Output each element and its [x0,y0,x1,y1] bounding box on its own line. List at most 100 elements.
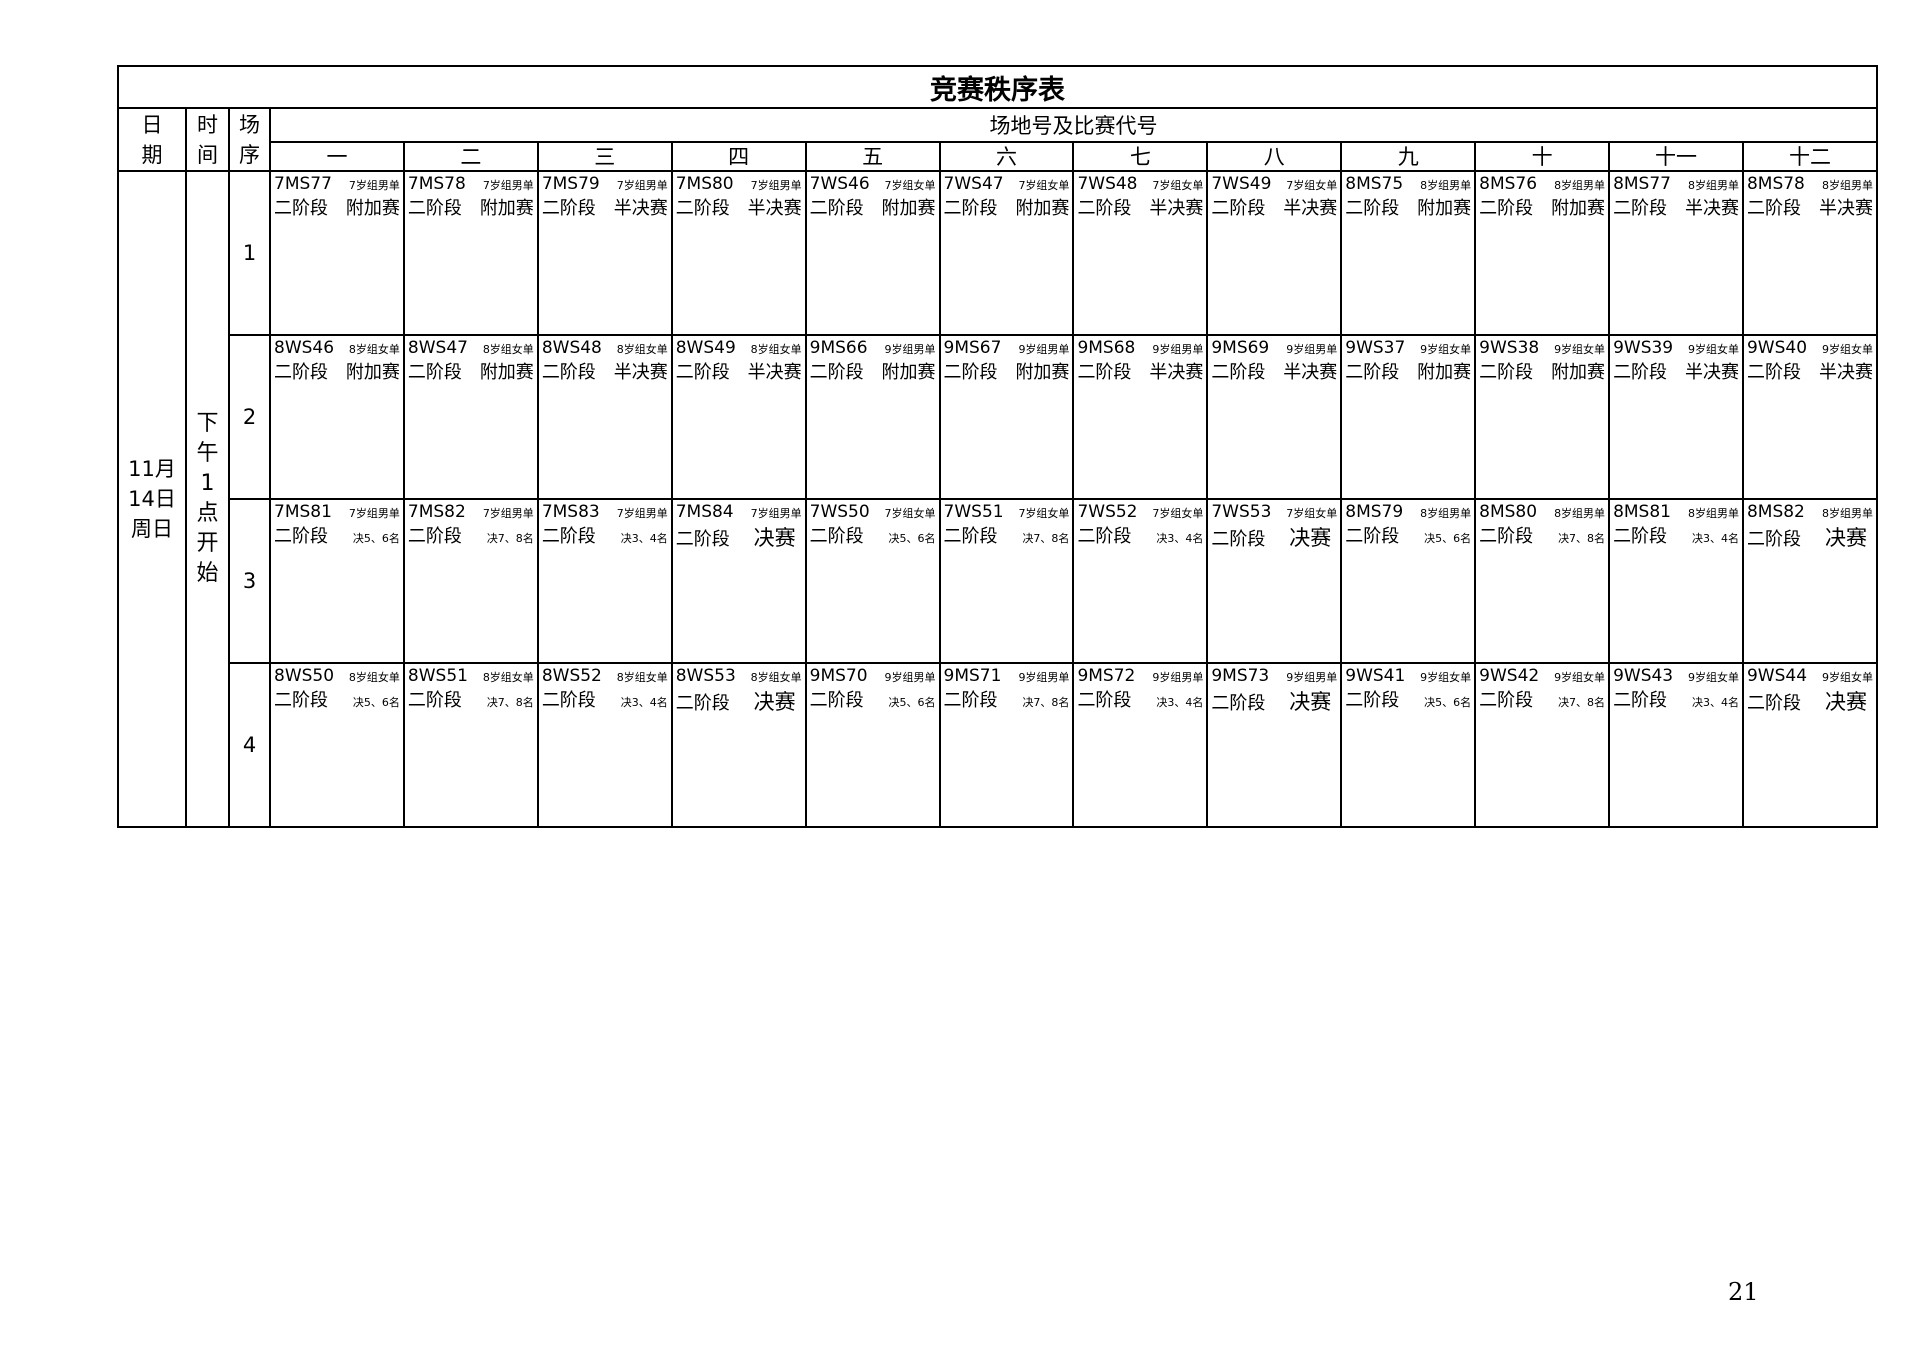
time-cell: 下午1点开始 [185,170,230,828]
match-phase: 二阶段 [1077,526,1132,547]
match-code: 7WS46 [809,174,870,194]
match-stage: 决7、8名 [1558,532,1606,545]
match-phase: 二阶段 [1077,362,1132,383]
match-group: 8岁组女单 [750,671,802,684]
match-stage: 决赛 [1825,526,1867,550]
match-code: 7WS52 [1077,502,1138,522]
match-cell: 8MS77 8岁组男单 二阶段 半决赛 [1608,170,1744,336]
match-code: 8MS82 [1746,502,1805,522]
match-phase: 二阶段 [274,198,328,219]
match-code: 8MS77 [1613,174,1671,194]
match-code: 7MS78 [407,174,466,194]
match-phase: 二阶段 [1211,198,1266,219]
match-phase: 二阶段 [675,693,730,714]
match-code: 9WS41 [1345,666,1406,686]
match-stage: 决7、8名 [1022,696,1070,709]
match-stage: 附加赛 [881,198,936,219]
match-stage: 决7、8名 [486,532,534,545]
match-phase: 二阶段 [1345,198,1400,219]
date-cell: 11月14日周日 [117,170,187,828]
match-group: 8岁组男单 [1420,179,1472,192]
match-cell: 9MS73 9岁组男单 二阶段 决赛 [1206,662,1343,828]
match-stage: 附加赛 [345,362,400,383]
match-group: 8岁组男单 [1822,507,1873,520]
match-phase: 二阶段 [1746,362,1801,383]
match-cell: 7WS50 7岁组女单 二阶段 决5、6名 [804,498,941,664]
page-number: 21 [1728,1278,1759,1306]
court-header: 三 [536,141,673,172]
match-phase: 二阶段 [1345,526,1400,547]
match-code: 7WS49 [1211,174,1272,194]
match-phase: 二阶段 [943,526,998,547]
match-stage: 决赛 [1825,690,1867,714]
match-phase: 二阶段 [1211,362,1266,383]
match-phase: 二阶段 [675,529,730,550]
match-phase: 二阶段 [541,690,596,711]
header-seq: 场序 [228,107,271,172]
match-code: 9WS44 [1746,666,1808,686]
match-code: 8WS51 [407,666,468,686]
match-group: 8岁组男单 [1822,179,1873,192]
match-stage: 附加赛 [881,362,936,383]
match-code: 8WS50 [274,666,335,686]
match-code: 8WS53 [675,666,736,686]
match-group: 7岁组男单 [750,507,802,520]
header-date: 日期 [117,107,187,172]
table-row: 4 8WS50 8岁组女单 二阶段 决5、6名 8WS51 8岁组女单 二阶段 决7、8名 8WS… [118,662,1879,828]
match-stage: 决5、6名 [888,696,936,709]
match-cell: 8WS49 8岁组女单 二阶段 半决赛 [670,334,807,500]
match-cell: 8MS75 8岁组男单 二阶段 附加赛 [1340,170,1477,336]
match-group: 9岁组女单 [1554,671,1606,684]
match-cell: 9MS69 9岁组男单 二阶段 半决赛 [1206,334,1343,500]
match-group: 7岁组女单 [884,507,936,520]
court-header: 十 [1474,141,1611,172]
match-phase: 二阶段 [943,690,998,711]
match-cell: 8WS46 8岁组女单 二阶段 附加赛 [269,334,405,500]
header-time: 时间 [185,107,230,172]
match-cell: 7MS84 7岁组男单 二阶段 决赛 [670,498,807,664]
match-phase: 二阶段 [1345,690,1400,711]
match-stage: 决5、6名 [888,532,936,545]
match-phase: 二阶段 [943,362,998,383]
match-phase: 二阶段 [1746,693,1801,714]
match-stage: 附加赛 [479,198,534,219]
match-group: 9岁组女单 [1822,343,1873,356]
match-cell: 7WS52 7岁组女单 二阶段 决3、4名 [1072,498,1209,664]
match-stage: 决5、6名 [1424,696,1472,709]
match-code: 8MS78 [1746,174,1805,194]
match-cell: 8WS51 8岁组女单 二阶段 决7、8名 [402,662,539,828]
match-stage: 决5、6名 [1424,532,1472,545]
match-cell: 7WS49 7岁组女单 二阶段 半决赛 [1206,170,1343,336]
match-cell: 8WS52 8岁组女单 二阶段 决3、4名 [536,662,673,828]
match-group: 9岁组女单 [1554,343,1606,356]
match-stage: 决3、4名 [1156,532,1204,545]
match-stage: 决赛 [1289,690,1332,714]
match-group: 8岁组女单 [348,343,400,356]
match-phase: 二阶段 [1746,529,1801,550]
match-code: 8MS80 [1479,502,1538,522]
match-group: 9岁组男单 [1018,343,1070,356]
match-cell: 7WS48 7岁组女单 二阶段 半决赛 [1072,170,1209,336]
match-phase: 二阶段 [1613,198,1668,219]
match-cell: 9MS71 9岁组男单 二阶段 决7、8名 [938,662,1075,828]
match-cell: 7WS47 7岁组女单 二阶段 附加赛 [938,170,1075,336]
table-title: 竞赛秩序表 [117,65,1878,109]
court-header: 九 [1340,141,1477,172]
court-header: 八 [1206,141,1343,172]
match-stage: 半决赛 [613,198,668,219]
match-group: 8岁组男单 [1420,507,1472,520]
match-stage: 半决赛 [1684,362,1739,383]
match-code: 7MS82 [407,502,466,522]
seq-cell: 2 [228,334,271,500]
match-stage: 附加赛 [479,362,534,383]
match-code: 9WS40 [1746,338,1808,358]
match-code: 8WS52 [541,666,602,686]
match-code: 9MS71 [943,666,1002,686]
match-group: 7岁组女单 [1018,507,1070,520]
match-group: 9岁组男单 [1286,343,1338,356]
match-stage: 半决赛 [1283,198,1338,219]
court-header: 二 [402,141,539,172]
match-stage: 半决赛 [747,362,802,383]
match-group: 9岁组女单 [1687,343,1739,356]
match-phase: 二阶段 [809,690,864,711]
